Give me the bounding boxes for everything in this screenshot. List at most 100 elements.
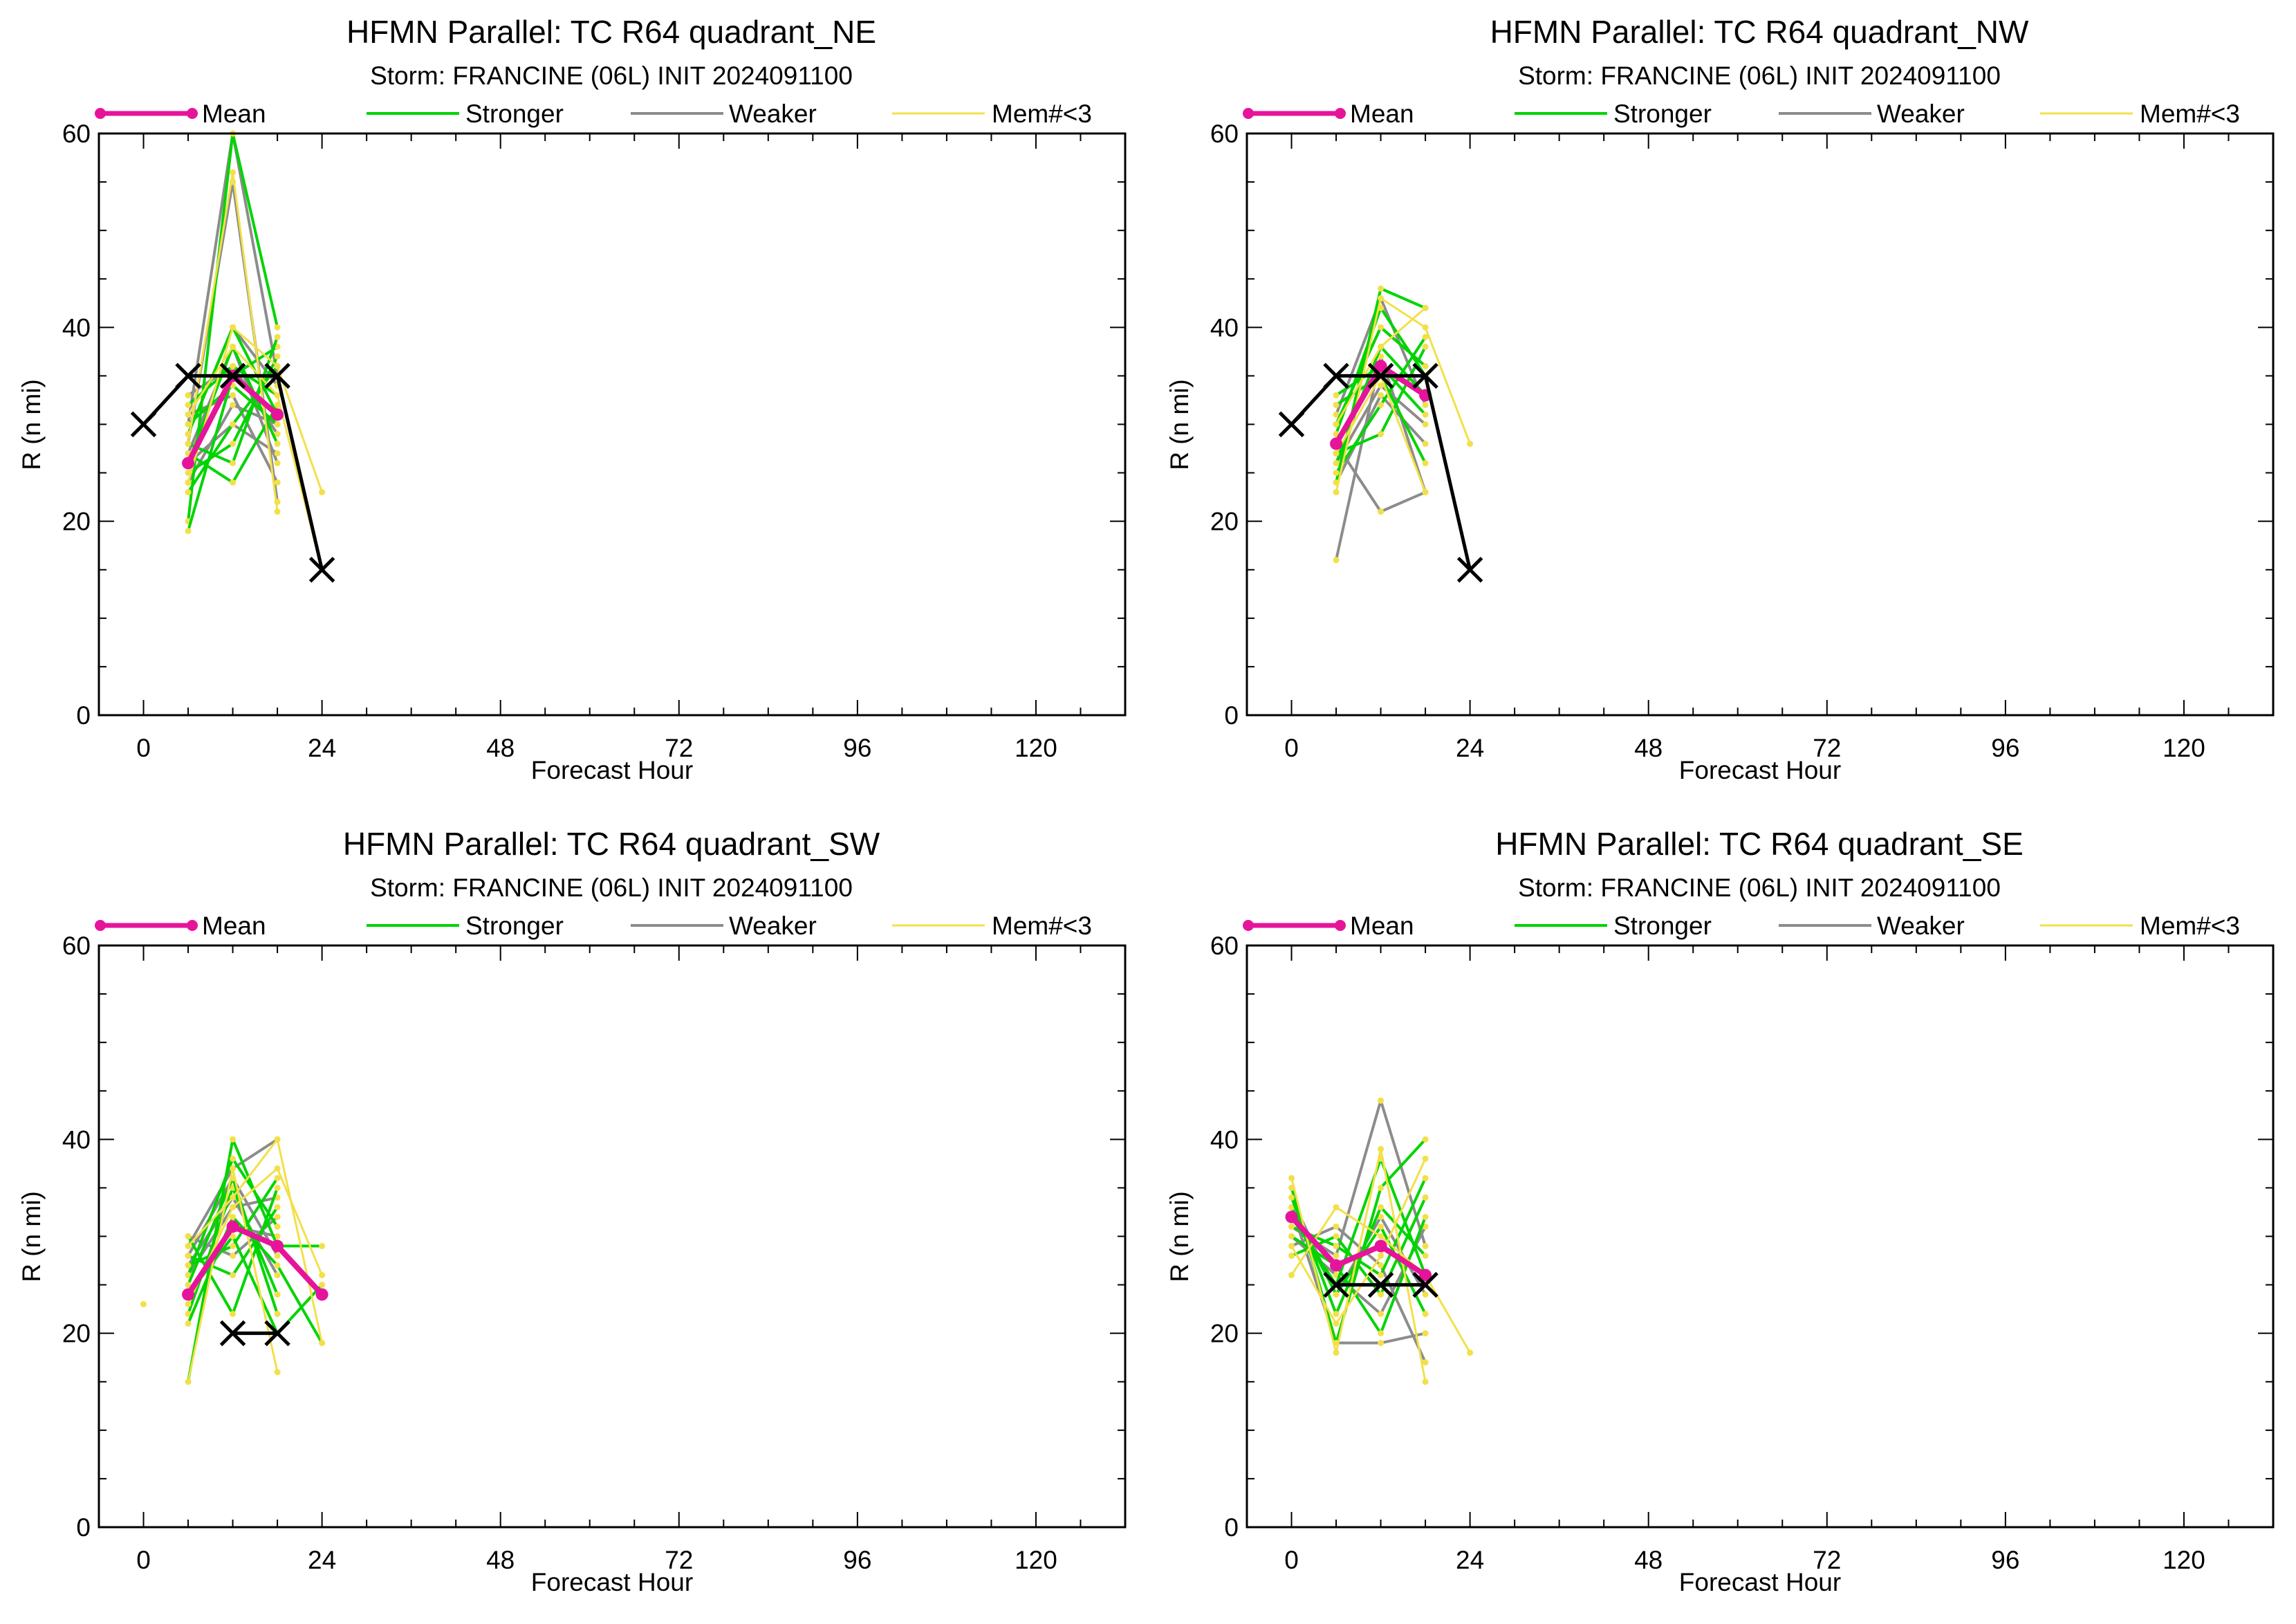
x-tick-label: 96 xyxy=(1991,1546,2019,1574)
mem-member-point xyxy=(230,169,237,176)
stronger-member-point xyxy=(319,1282,326,1289)
mem-member-point xyxy=(1467,1349,1474,1356)
best-track-marker xyxy=(175,362,201,389)
weaker-member-point xyxy=(230,1253,237,1259)
best-track-marker xyxy=(1367,1271,1394,1298)
stronger-member-point xyxy=(230,1213,237,1220)
best-track-marker xyxy=(264,362,290,389)
weaker-member-point xyxy=(274,479,281,486)
x-tick-label: 24 xyxy=(1456,734,1484,762)
mem-member-point xyxy=(1378,343,1385,350)
mean-line xyxy=(185,1224,324,1297)
weaker-member-point xyxy=(1422,1291,1429,1298)
mem-member-point xyxy=(1333,1320,1340,1327)
x-tick-label: 24 xyxy=(1456,1546,1484,1574)
weaker-member-point xyxy=(1378,391,1385,398)
weaker-member-point xyxy=(1422,1330,1429,1337)
legend: Mean Stronger Weaker Mem#<3 xyxy=(95,100,1092,128)
mean-point xyxy=(315,1288,328,1301)
stronger-member-point xyxy=(1422,1136,1429,1143)
mem-member-point xyxy=(274,391,281,398)
stronger-member-point xyxy=(185,528,192,535)
stronger-member-point xyxy=(230,1136,237,1143)
mem-member-point xyxy=(274,508,281,515)
x-tick-label: 96 xyxy=(843,1546,871,1574)
y-tick-label: 40 xyxy=(1210,1125,1239,1154)
mem-member-point xyxy=(185,1301,192,1308)
stronger-member-point xyxy=(1422,333,1429,340)
stronger-member-point xyxy=(185,1272,192,1279)
weaker-member-line xyxy=(1290,1206,1426,1345)
panel-ne: HFMN Parallel: TC R64 quadrant_NE Storm:… xyxy=(17,14,1127,784)
stronger-member-point xyxy=(230,421,237,427)
stronger-member-point xyxy=(1378,1272,1385,1279)
stronger-member-point xyxy=(274,1291,281,1298)
x-axis-label: Forecast Hour xyxy=(531,756,693,784)
stronger-member-point xyxy=(1333,1233,1340,1239)
legend-weaker-label: Weaker xyxy=(1877,100,1965,128)
x-tick-label: 72 xyxy=(665,1546,693,1574)
stronger-member-point xyxy=(1378,401,1385,408)
mean-point xyxy=(226,1220,239,1233)
legend-mem-label: Mem#<3 xyxy=(2140,100,2240,128)
weaker-member-point xyxy=(230,391,237,398)
stronger-member-point xyxy=(1378,285,1385,292)
stronger-member-point xyxy=(230,362,237,369)
weaker-member-point xyxy=(1422,401,1429,408)
stronger-member-point xyxy=(274,1223,281,1230)
mem-member-line xyxy=(187,345,324,571)
weaker-member-point xyxy=(185,391,192,398)
legend-mean-label: Mean xyxy=(1350,912,1414,940)
stronger-member-point xyxy=(274,333,281,340)
stronger-member-point xyxy=(1378,1291,1385,1298)
y-tick-label: 60 xyxy=(1210,932,1239,960)
x-tick-label: 72 xyxy=(1813,734,1841,762)
stronger-member-point xyxy=(1422,343,1429,350)
x-tick-label: 24 xyxy=(308,734,336,762)
best-track-marker xyxy=(1456,556,1483,583)
mem-member-point xyxy=(230,1165,237,1172)
mem-member-point xyxy=(274,1369,281,1376)
mem-member-point xyxy=(1422,1378,1429,1385)
weaker-member-point xyxy=(1422,1359,1429,1366)
mem-member-point xyxy=(274,362,281,369)
mem-member-point xyxy=(1467,441,1474,447)
stronger-member-point xyxy=(1333,1291,1340,1298)
stronger-member-point xyxy=(185,489,192,496)
x-tick-label: 48 xyxy=(1634,1546,1663,1574)
mean-point xyxy=(271,1239,284,1253)
y-tick-label: 40 xyxy=(62,1125,91,1154)
best-track-marker xyxy=(1412,1271,1438,1298)
legend-mem-label: Mem#<3 xyxy=(992,100,1092,128)
stronger-member-point xyxy=(185,1282,192,1289)
mem-member-point xyxy=(1422,324,1429,331)
weaker-member-point xyxy=(1378,353,1385,360)
stronger-member-point xyxy=(274,1184,281,1191)
y-tick-label: 40 xyxy=(1210,313,1239,342)
mem-member-point xyxy=(185,411,192,418)
stronger-member-point xyxy=(185,1253,192,1259)
stronger-member-point xyxy=(319,1243,326,1250)
legend-weaker-label: Weaker xyxy=(729,100,817,128)
stronger-member-point xyxy=(1378,1223,1385,1230)
legend: Mean Stronger Weaker Mem#<3 xyxy=(1243,100,2240,128)
weaker-member-point xyxy=(1422,421,1429,427)
weaker-member-point xyxy=(1378,1340,1385,1347)
legend: Mean Stronger Weaker Mem#<3 xyxy=(95,912,1092,940)
stronger-member-point xyxy=(1333,1243,1340,1250)
x-tick-label: 0 xyxy=(1284,734,1299,762)
chart-title: HFMN Parallel: TC R64 quadrant_NE xyxy=(346,14,876,50)
weaker-member-point xyxy=(1378,1311,1385,1318)
weaker-member-point xyxy=(274,1233,281,1239)
chart-title: HFMN Parallel: TC R64 quadrant_NW xyxy=(1490,14,2029,50)
chart-title: HFMN Parallel: TC R64 quadrant_SW xyxy=(343,826,880,862)
stronger-member-point xyxy=(1333,401,1340,408)
stronger-member-point xyxy=(230,1155,237,1162)
mem-member-point xyxy=(1288,1243,1295,1250)
weaker-member-point xyxy=(274,431,281,438)
stronger-member-point xyxy=(1422,1213,1429,1220)
stronger-member-point xyxy=(230,1272,237,1279)
y-tick-label: 0 xyxy=(76,1513,91,1542)
stronger-member-point xyxy=(1333,470,1340,477)
y-tick-label: 0 xyxy=(76,701,91,730)
